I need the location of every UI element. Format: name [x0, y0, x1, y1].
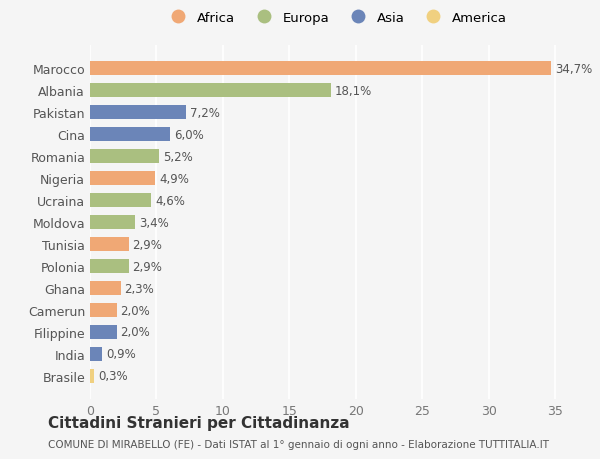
- Text: 0,9%: 0,9%: [106, 348, 136, 361]
- Text: 2,9%: 2,9%: [133, 260, 163, 273]
- Text: 2,0%: 2,0%: [121, 326, 151, 339]
- Bar: [90, 106, 186, 120]
- Text: 6,0%: 6,0%: [174, 129, 203, 141]
- Bar: [90, 259, 128, 274]
- Bar: [90, 62, 551, 76]
- Text: 0,3%: 0,3%: [98, 369, 128, 383]
- Bar: [90, 215, 135, 230]
- Text: 5,2%: 5,2%: [163, 151, 193, 163]
- Bar: [90, 150, 159, 164]
- Text: 2,3%: 2,3%: [125, 282, 154, 295]
- Text: 2,9%: 2,9%: [133, 238, 163, 251]
- Text: 18,1%: 18,1%: [335, 84, 372, 97]
- Text: 4,9%: 4,9%: [159, 172, 189, 185]
- Text: 3,4%: 3,4%: [139, 216, 169, 229]
- Bar: [90, 172, 155, 186]
- Bar: [90, 194, 151, 208]
- Text: 2,0%: 2,0%: [121, 304, 151, 317]
- Bar: [90, 347, 102, 361]
- Text: 34,7%: 34,7%: [556, 62, 593, 76]
- Bar: [90, 369, 94, 383]
- Bar: [90, 303, 116, 318]
- Text: 4,6%: 4,6%: [155, 194, 185, 207]
- Bar: [90, 128, 170, 142]
- Text: 7,2%: 7,2%: [190, 106, 220, 119]
- Text: Cittadini Stranieri per Cittadinanza: Cittadini Stranieri per Cittadinanza: [48, 415, 350, 430]
- Legend: Africa, Europa, Asia, America: Africa, Europa, Asia, America: [160, 6, 512, 30]
- Bar: [90, 325, 116, 339]
- Bar: [90, 84, 331, 98]
- Bar: [90, 281, 121, 296]
- Text: COMUNE DI MIRABELLO (FE) - Dati ISTAT al 1° gennaio di ogni anno - Elaborazione : COMUNE DI MIRABELLO (FE) - Dati ISTAT al…: [48, 440, 549, 449]
- Bar: [90, 237, 128, 252]
